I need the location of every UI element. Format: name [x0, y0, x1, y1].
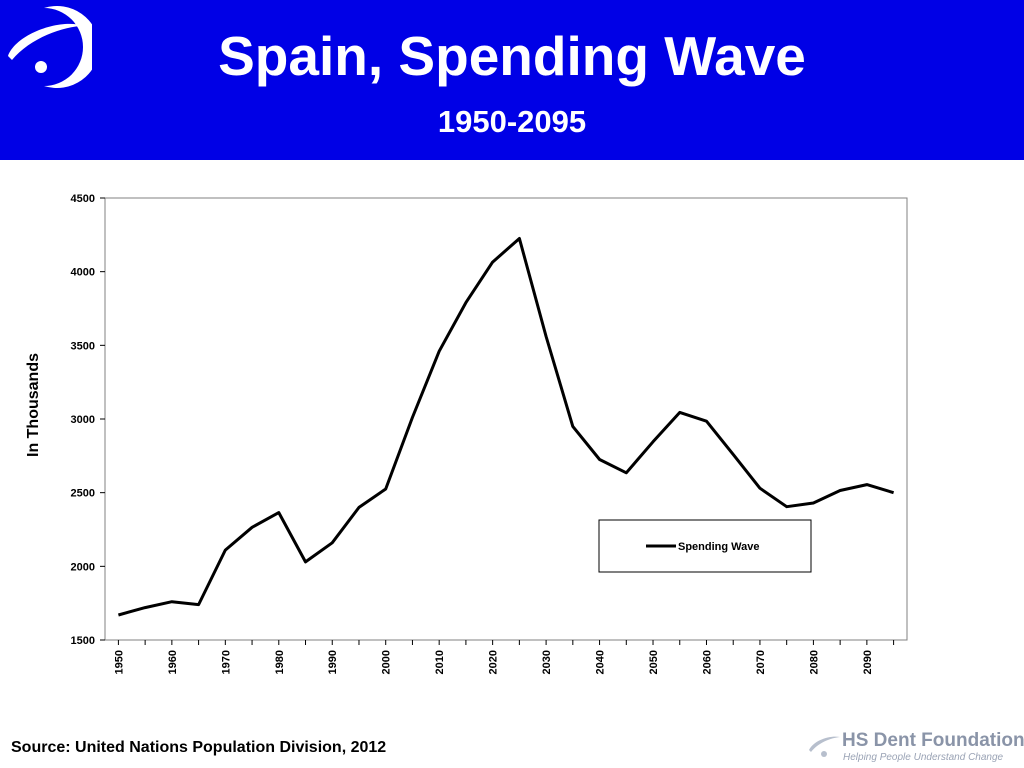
x-tick-label: 2010 — [434, 650, 446, 674]
y-tick-label: 2500 — [71, 488, 95, 500]
spending-wave-chart: 1500 2000 2500 3000 3500 4000 4500 1950 1960 197… — [71, 193, 908, 674]
x-tick-label: 2050 — [648, 650, 660, 674]
x-tick-label: 1950 — [113, 650, 125, 674]
page-subtitle: 1950-2095 — [437, 104, 587, 139]
y-tick-label: 2000 — [71, 561, 95, 573]
x-tick-label: 1990 — [327, 650, 339, 674]
footer-logo-icon — [809, 730, 844, 762]
x-tick-label: 2030 — [541, 650, 553, 674]
x-tick-label: 2000 — [381, 650, 393, 674]
x-tick-label: 2080 — [808, 650, 820, 674]
legend: Spending Wave — [598, 519, 812, 573]
foundation-logo-icon — [8, 6, 92, 88]
y-tick-label: 1500 — [71, 635, 95, 647]
x-tick-label: 2040 — [595, 650, 607, 674]
footer-brand-name: HS Dent Foundation — [842, 730, 1024, 751]
x-tick-label: 2060 — [701, 650, 713, 674]
footer-brand-tagline: Helping People Understand Change — [843, 752, 1004, 763]
y-tick-label: 3000 — [71, 414, 95, 426]
y-axis-label: In Thousands — [25, 353, 42, 457]
x-tick-label: 2090 — [862, 650, 874, 674]
y-tick-label: 4500 — [71, 193, 95, 205]
series-line-spending-wave — [117, 237, 895, 617]
x-tick-label: 1960 — [167, 650, 179, 674]
y-tick-label: 3500 — [71, 340, 95, 352]
page-title: Spain, Spending Wave — [218, 25, 806, 87]
x-tick-label: 2070 — [755, 650, 767, 674]
plot-area — [104, 197, 908, 641]
x-tick-label: 1970 — [220, 650, 232, 674]
x-tick-label: 2020 — [488, 650, 500, 674]
legend-label: Spending Wave — [678, 541, 760, 553]
header-banner: Spain, Spending Wave 1950-2095 — [0, 0, 1024, 160]
source-note: Source: United Nations Population Divisi… — [11, 739, 387, 756]
legend-box — [598, 519, 812, 573]
x-tick-label: 1980 — [274, 650, 286, 674]
y-tick-label: 4000 — [71, 267, 95, 279]
